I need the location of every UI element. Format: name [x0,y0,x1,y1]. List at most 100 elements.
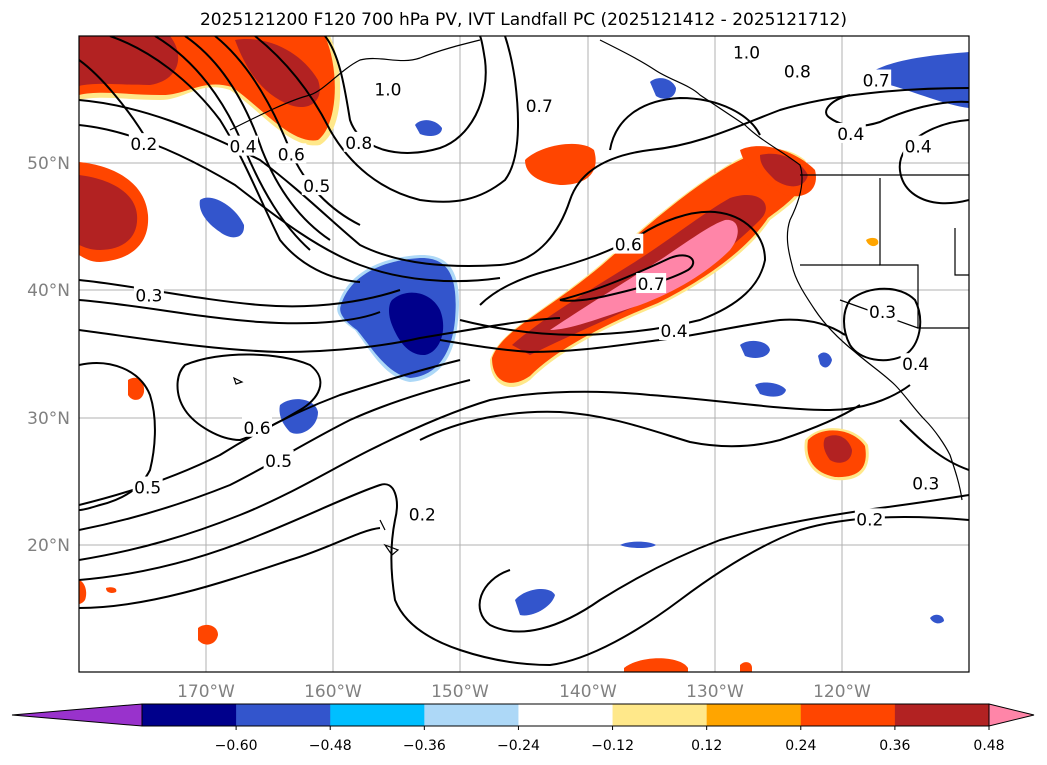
colorbar-segment [894,704,990,726]
lat-label: 30°N [27,409,70,429]
contour-label-bg [613,233,644,254]
contour-label-bg [835,122,866,143]
colorbar-tick-label: −0.24 [497,738,540,754]
pv-negative-region [740,340,770,358]
contour-label: 0.4 [837,125,864,145]
lat-label: 40°N [27,281,70,301]
map-gridlines [79,36,969,672]
contour-label-bg [659,320,690,341]
pv-positive-region [624,658,688,672]
contour-label: 0.4 [902,355,929,375]
lat-label: 50°N [27,154,70,174]
lon-label: 160°W [304,682,362,702]
contour-label: 1.0 [733,44,760,64]
contour-label-bg [782,60,813,81]
colorbar-tick-label: 0.36 [879,738,910,754]
colorbar-segment [236,704,331,726]
colorbar-tick-label: −0.12 [591,738,634,754]
pv-negative-region [389,292,444,356]
pv-positive-region [106,587,117,593]
colorbar-segment [518,704,614,726]
contour-label: 0.2 [409,505,436,525]
pv-positive-region [525,143,596,185]
lon-label: 120°W [813,682,871,702]
contour-label-bg [128,133,159,154]
colorbar-extend-low [11,703,143,727]
lon-label: 130°W [686,682,744,702]
contour-label: 0.3 [869,303,896,323]
pv-positive-region [79,580,87,604]
pv-positive-region [128,377,145,400]
contour-label-bg [132,476,163,497]
contour-label: 0.3 [135,286,162,306]
contour-label-bg [133,284,164,305]
pv-positive-region [79,175,138,250]
colorbar-tick-label: 0.48 [973,738,1004,754]
pv-positive-region [866,237,879,247]
colorbar-tick-label: −0.36 [403,738,446,754]
contour-label-bg [524,94,555,115]
lon-label: 140°W [559,682,617,702]
contour-label-bg [861,69,892,90]
pv-negative-region [930,614,944,624]
pv-positive-region [740,662,752,672]
contour-label: 0.2 [130,135,157,155]
lat-label: 20°N [27,536,70,556]
colorbar: −0.60 −0.48 −0.36 −0.24 −0.12 0.12 0.24 0.36 0.4… [11,703,1035,754]
contour-label-bg [854,508,885,529]
colorbar-extend-high [988,703,1035,727]
colorbar-tick-label: 0.24 [785,738,816,754]
contour-label: 0.2 [856,510,883,530]
pv-positive-region [235,39,320,108]
contour-label: 0.6 [615,236,642,256]
colorbar-segment [330,704,425,726]
contour-label: 0.4 [905,138,932,158]
colorbar-segment [142,704,237,726]
colorbar-outline [141,703,990,727]
colorbar-segment [706,704,802,726]
contour-label-bg [372,78,403,99]
contour-label-bg [263,449,294,470]
contour-label-bg [900,353,931,374]
colorbar-segment [424,704,519,726]
contour-label: 0.8 [345,134,372,154]
contour-label-bg [301,175,332,196]
contour-label: 0.4 [661,322,688,342]
lon-label: 150°W [431,682,489,702]
colorbar-tick-label: 0.12 [691,738,722,754]
pv-positive-region [79,36,179,86]
contour-label: 0.5 [265,452,292,472]
contour-label: 0.5 [303,177,330,197]
contour-label: 0.8 [784,63,811,83]
contour-label: 0.4 [229,138,256,158]
pv-negative-region [620,541,656,548]
colorbar-segment [800,704,896,726]
contour-label-bg [343,131,374,152]
contour-label: 0.6 [278,145,305,165]
pv-negative-region [650,78,676,99]
lon-label: 170°W [177,682,235,702]
contour-label: 0.5 [134,479,161,499]
pv-negative-region [755,382,786,397]
colorbar-segment [612,704,708,726]
pv-negative-region [874,52,969,108]
contour-label-bg [636,273,667,294]
contour-label-bg [276,143,307,164]
contour-label-bg [242,416,272,437]
contour-label: 0.7 [863,72,890,92]
contour-labels: 1.0 0.8 0.7 1.0 0.7 0.4 0.4 0.2 0.4 0.6 0.8 0.5 0.6 0… [128,41,941,530]
contour-label-bg [867,301,898,322]
colorbar-tick-label: −0.48 [309,738,352,754]
contour-label-bg [903,135,934,156]
map-title: 2025121200 F120 700 hPa PV, IVT Landfall… [199,10,847,30]
contour-label: 0.3 [912,475,939,495]
pv-positive-region [198,624,218,645]
contour-label: 1.0 [374,80,401,100]
map-frame [78,35,970,673]
contour-label-bg [910,472,941,493]
pv-contours [79,36,969,667]
contour-label: 0.7 [638,275,665,295]
contour-label: 0.7 [526,97,553,117]
contour-label: 0.6 [243,419,270,439]
contour-label-bg [731,41,762,62]
